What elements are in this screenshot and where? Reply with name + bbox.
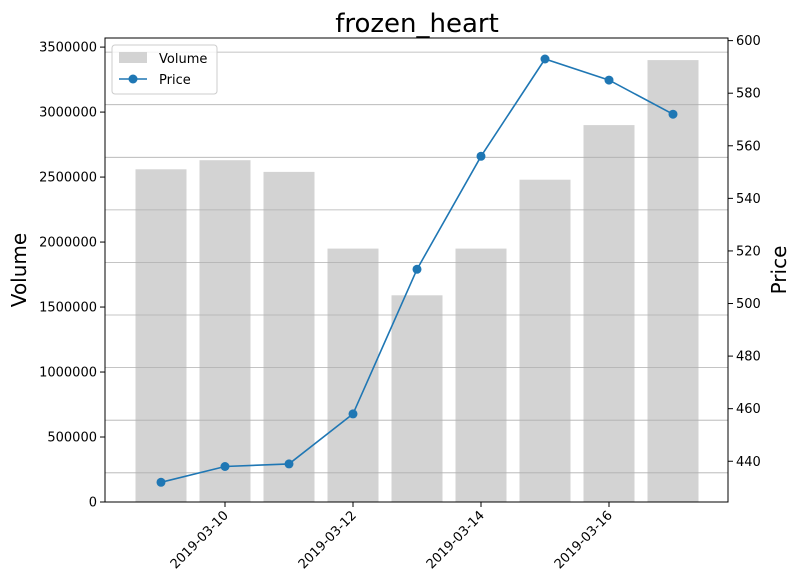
right-tick-label-460: 460 <box>736 402 761 417</box>
price-point-2019-03-13 <box>412 264 422 274</box>
price-series <box>156 54 678 487</box>
left-axis-ticks: 0 500000 1000000 1500000 2000000 2500000 30000… <box>39 41 105 511</box>
right-tick-label-500: 500 <box>736 297 761 312</box>
left-tick-label-2000000: 2000000 <box>39 236 97 251</box>
left-tick-label-3000000: 3000000 <box>39 106 97 121</box>
left-tick-label-2500000: 2500000 <box>39 171 97 186</box>
y-axis-label-right: Price <box>767 246 791 295</box>
right-tick-label-540: 540 <box>736 192 761 207</box>
left-tick-label-0: 0 <box>89 496 97 511</box>
bar-volume-2019-03-14 <box>455 248 507 502</box>
left-tick-label-1000000: 1000000 <box>39 366 97 381</box>
right-tick-label-560: 560 <box>736 139 761 154</box>
bar-volume-2019-03-16 <box>583 125 635 502</box>
right-tick-label-600: 600 <box>736 34 761 49</box>
right-tick-label-520: 520 <box>736 244 761 259</box>
price-point-2019-03-14 <box>476 151 486 161</box>
bar-volume-2019-03-15 <box>519 179 571 502</box>
price-point-2019-03-15 <box>540 54 550 64</box>
legend-swatch-volume <box>119 52 147 63</box>
right-axis-gridlines <box>105 51 728 474</box>
left-tick-label-1500000: 1500000 <box>39 301 97 316</box>
bar-volume-2019-03-13 <box>391 295 443 502</box>
right-tick-label-580: 580 <box>736 87 761 102</box>
price-point-2019-03-09 <box>156 477 166 487</box>
bar-volume-2019-03-09 <box>135 169 187 503</box>
price-point-2019-03-16 <box>604 75 614 85</box>
bar-volume-2019-03-10 <box>199 160 251 502</box>
chart-title: frozen_heart <box>335 9 499 39</box>
price-point-2019-03-17 <box>668 109 678 119</box>
plot-frame <box>104 37 729 503</box>
right-tick-label-440: 440 <box>736 455 761 470</box>
legend: Volume Price <box>111 44 218 95</box>
price-point-2019-03-11 <box>284 459 294 469</box>
left-tick-label-3500000: 3500000 <box>39 41 97 56</box>
bar-volume-2019-03-11 <box>263 171 315 502</box>
left-tick-label-500000: 500000 <box>47 431 97 446</box>
legend-swatch-price-marker <box>128 74 138 84</box>
price-point-2019-03-12 <box>348 409 358 419</box>
price-point-2019-03-10 <box>220 462 230 471</box>
right-tick-label-480: 480 <box>736 350 761 365</box>
y-axis-label-left: Volume <box>7 233 31 307</box>
legend-label-price: Price <box>159 73 191 88</box>
right-axis-ticks: 440 460 480 500 520 540 560 580 600 <box>728 34 761 470</box>
volume-bars <box>135 60 699 503</box>
legend-label-volume: Volume <box>159 52 207 67</box>
bar-volume-2019-03-17 <box>647 60 699 502</box>
